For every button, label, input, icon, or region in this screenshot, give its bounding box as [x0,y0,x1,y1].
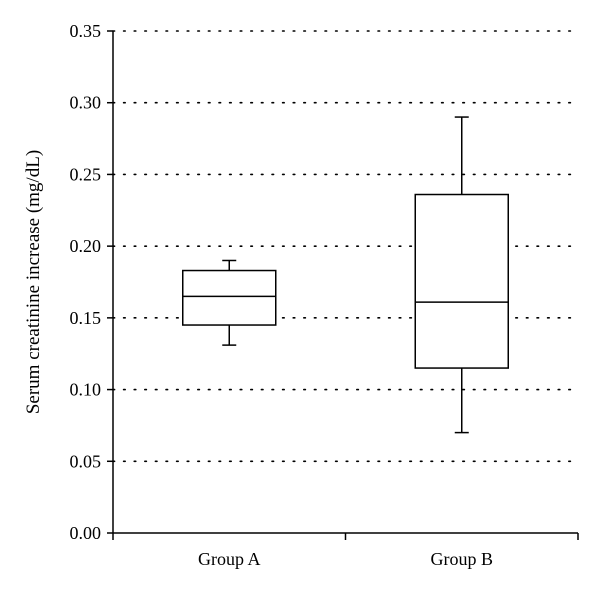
interquartile-box [414,193,509,369]
y-tick-label: 0.30 [70,93,102,113]
boxes [182,116,509,434]
y-tick-label: 0.05 [70,451,102,471]
y-tick-label: 0.00 [70,523,102,543]
gridlines [112,30,579,463]
y-tick-label: 0.10 [70,380,102,400]
y-tick-label: 0.15 [70,308,102,328]
x-tick-label: Group A [198,549,261,569]
y-axis-title: Serum creatinine increase (mg/dL) [23,150,44,414]
box-group-group-a [182,259,277,346]
y-tick-label: 0.20 [70,236,102,256]
interquartile-box [182,269,277,326]
y-tick-label: 0.35 [70,21,102,41]
y-tick-label: 0.25 [70,164,102,184]
x-tick-label: Group B [431,549,494,569]
y-ticks: 0.00 0.05 0.10 0.15 0.20 0.25 0.30 0.35 [70,21,113,543]
x-ticks: Group A Group B [112,533,579,569]
box-group-group-b [414,116,509,434]
